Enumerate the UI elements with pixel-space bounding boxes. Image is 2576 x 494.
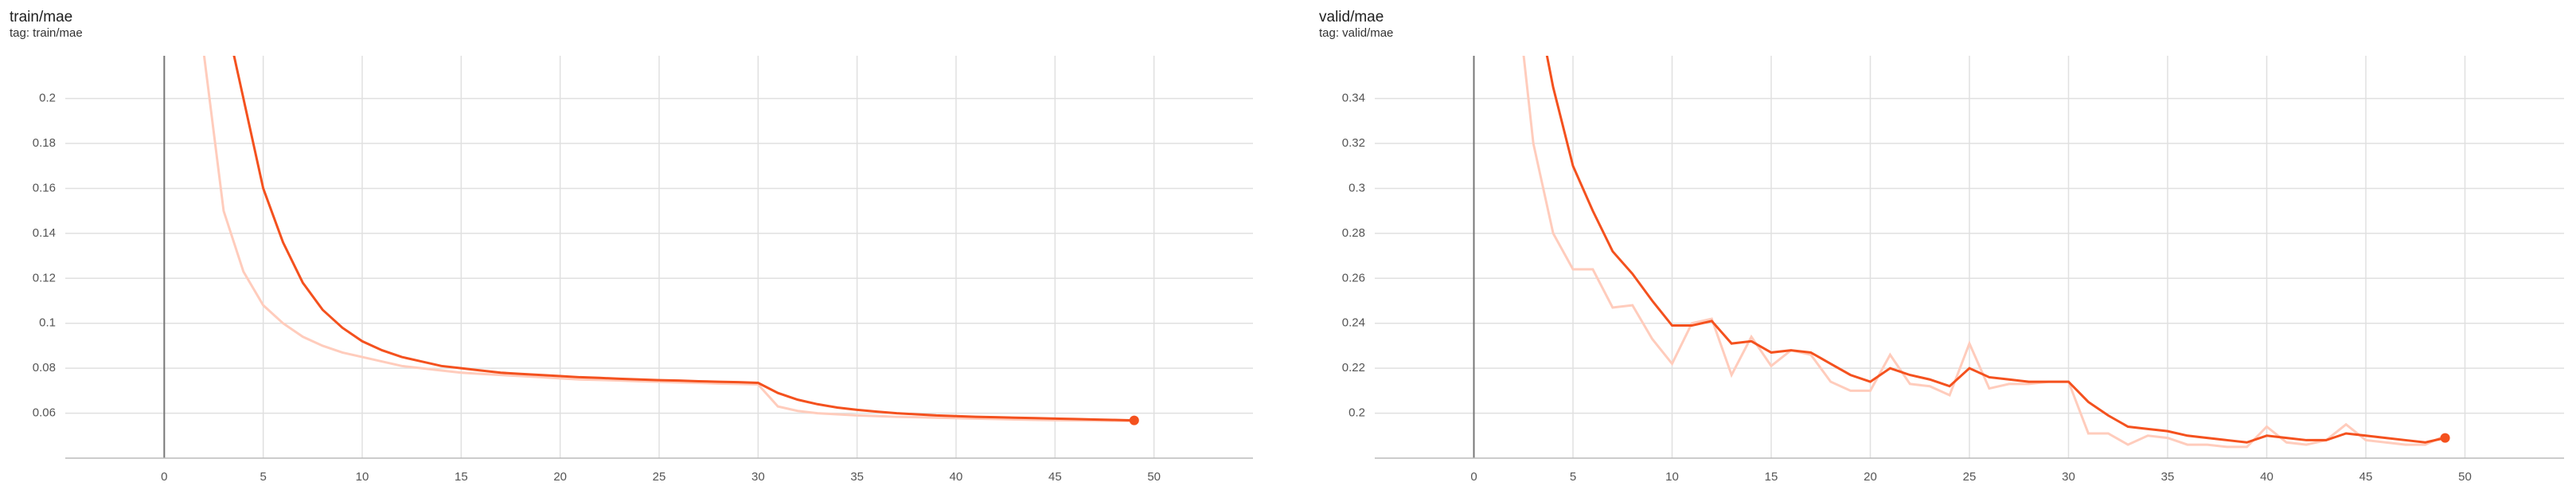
x-tick-label: 45 <box>1048 470 1062 484</box>
x-tick-label: 25 <box>1963 470 1977 484</box>
x-tick-label: 0 <box>161 470 167 484</box>
y-tick-label: 0.12 <box>33 271 56 284</box>
x-tick-label: 20 <box>1864 470 1877 484</box>
x-tick-label: 5 <box>260 470 266 484</box>
y-tick-label: 0.3 <box>1348 181 1365 194</box>
x-tick-label: 40 <box>950 470 963 484</box>
series-line <box>1545 56 2445 444</box>
x-tick-label: 10 <box>1665 470 1679 484</box>
y-tick-label: 0.28 <box>1342 226 1365 240</box>
y-tick-label: 0.18 <box>33 136 56 150</box>
last-point <box>1129 415 1139 425</box>
last-point <box>2440 433 2450 443</box>
x-tick-label: 15 <box>1765 470 1778 484</box>
y-tick-label: 0.1 <box>39 316 56 330</box>
x-tick-label: 30 <box>751 470 765 484</box>
x-tick-label: 35 <box>850 470 864 484</box>
x-tick-label: 50 <box>2458 470 2472 484</box>
x-tick-label: 0 <box>1470 470 1477 484</box>
series-line <box>1522 56 2446 449</box>
y-tick-label: 0.06 <box>33 406 56 420</box>
chart-title: train/mae <box>10 9 72 25</box>
y-tick-label: 0.26 <box>1342 271 1365 284</box>
chart-subtitle: tag: train/mae <box>10 26 83 40</box>
x-tick-label: 25 <box>653 470 666 484</box>
series-line <box>232 56 1134 422</box>
chart-title: valid/mae <box>1319 9 1384 25</box>
x-tick-label: 10 <box>356 470 369 484</box>
x-tick-label: 5 <box>1570 470 1576 484</box>
y-tick-label: 0.32 <box>1342 136 1365 150</box>
x-tick-label: 15 <box>455 470 468 484</box>
series-line <box>202 56 1134 422</box>
x-tick-label: 30 <box>2062 470 2075 484</box>
x-tick-label: 40 <box>2260 470 2274 484</box>
y-tick-label: 0.2 <box>1348 406 1365 420</box>
x-tick-label: 20 <box>553 470 567 484</box>
x-tick-label: 35 <box>2161 470 2175 484</box>
y-tick-label: 0.16 <box>33 181 56 194</box>
x-tick-label: 50 <box>1147 470 1161 484</box>
y-tick-label: 0.08 <box>33 361 56 374</box>
y-tick-label: 0.24 <box>1342 316 1365 330</box>
chart-subtitle: tag: valid/mae <box>1319 26 1393 40</box>
y-tick-label: 0.34 <box>1342 92 1365 105</box>
x-tick-label: 45 <box>2359 470 2373 484</box>
y-tick-label: 0.14 <box>33 226 56 240</box>
y-tick-label: 0.22 <box>1342 361 1365 374</box>
y-tick-label: 0.2 <box>39 92 56 105</box>
